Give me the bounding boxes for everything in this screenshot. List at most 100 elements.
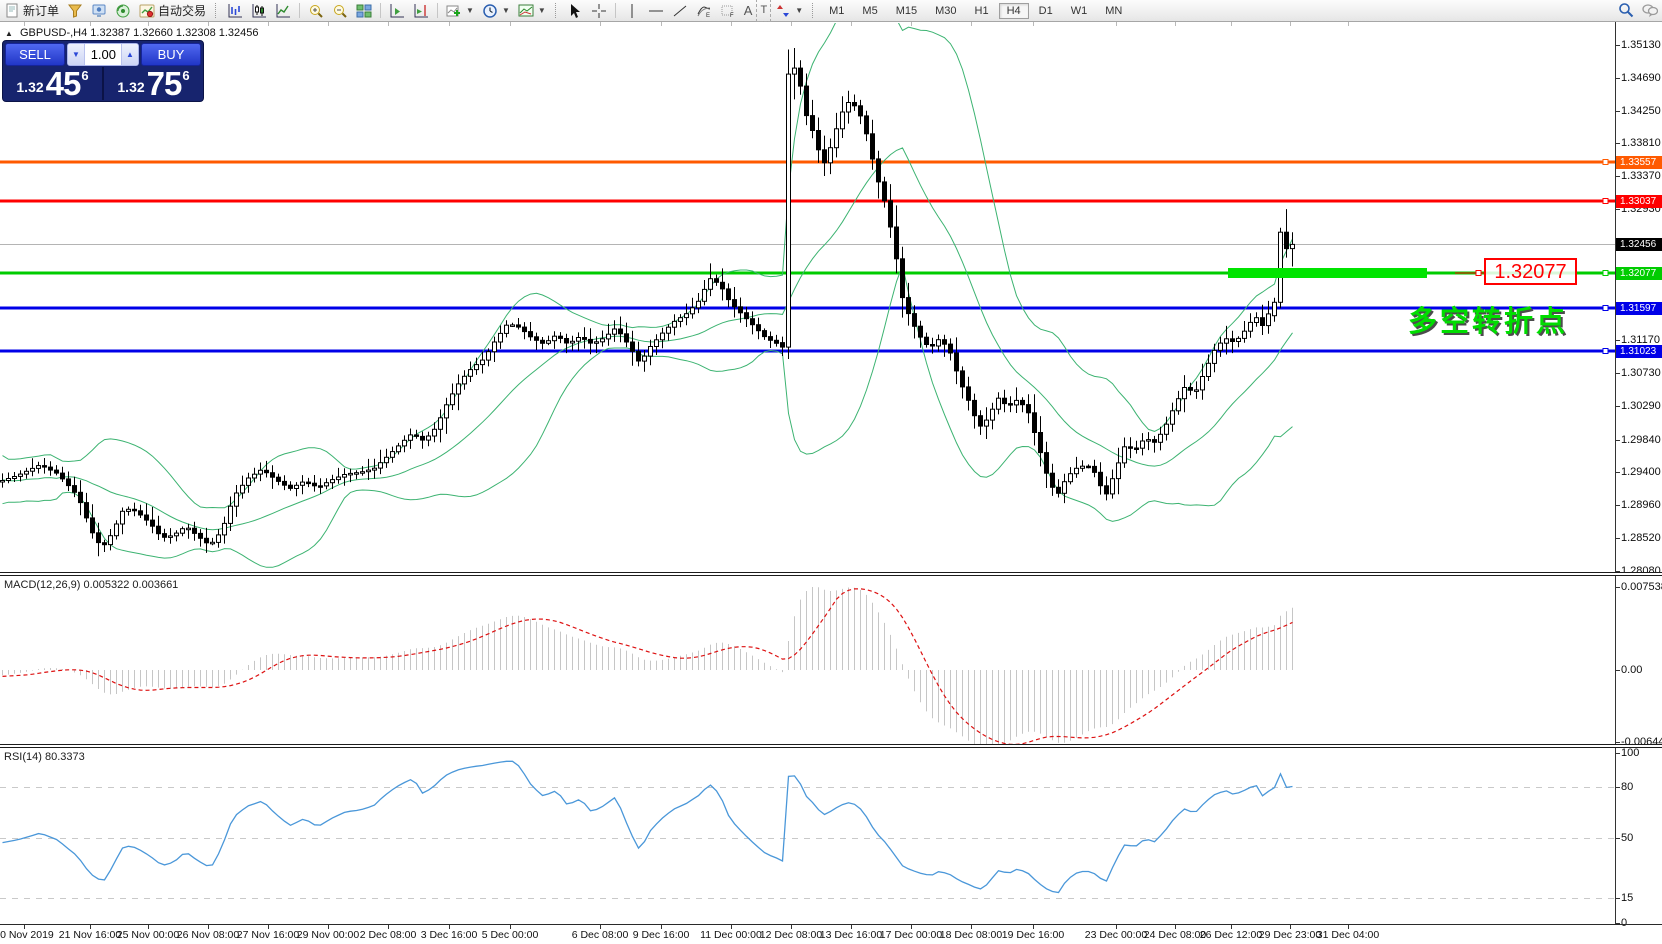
price-tick-label: 1.33370 [1621, 170, 1661, 183]
auto-trading-button[interactable]: 自动交易 [135, 1, 210, 20]
auto-trading-label: 自动交易 [158, 4, 207, 18]
auto-trading-icon [139, 3, 155, 19]
tile-windows-icon[interactable] [352, 3, 376, 19]
hline-handle[interactable] [1602, 305, 1609, 311]
toolbar-separator [380, 3, 382, 18]
zoom-out-icon[interactable] [328, 3, 352, 19]
timeframe-m15[interactable]: M15 [895, 4, 918, 17]
price-tick-label: 1.30730 [1621, 367, 1661, 380]
fibonacci-tool-icon[interactable]: E [692, 3, 716, 19]
macd-tick-label: 0.00 [1621, 664, 1643, 676]
vertical-line-tool-icon[interactable] [620, 3, 644, 19]
time-axis-label: 18 Dec 08:00 [939, 929, 1003, 941]
turning-point-note[interactable]: 多空转折点 [1408, 306, 1569, 338]
cursor-icon[interactable] [563, 3, 587, 19]
signal-icon[interactable] [111, 3, 135, 19]
timeframe-h1[interactable]: H1 [974, 4, 989, 17]
toolbar-separator [299, 3, 301, 18]
time-axis-label: 3 Dec 16:00 [420, 929, 478, 941]
time-axis-label: 26 Dec 12:00 [1199, 929, 1263, 941]
hline-handle[interactable] [1602, 270, 1609, 276]
price-tick-label: 1.35130 [1621, 39, 1661, 51]
sell-price-small: 1.32 [16, 79, 44, 95]
buy-button[interactable]: BUY [141, 43, 201, 66]
timeframe-m1[interactable]: M1 [829, 4, 845, 17]
buy-quote[interactable]: 1.32 75 6 [104, 67, 203, 100]
periods-button[interactable]: ▼ [478, 1, 514, 20]
hline-handle[interactable] [1602, 159, 1609, 165]
timeframe-m30[interactable]: M30 [935, 4, 957, 17]
funnel-icon[interactable] [63, 3, 87, 19]
time-axis-label: 20 Nov 2019 [0, 929, 54, 941]
price-tick-label: 1.28520 [1621, 531, 1661, 544]
volume-increase-button[interactable]: ▲ [121, 44, 138, 65]
timeframe-d1[interactable]: D1 [1038, 4, 1053, 17]
toolbar-handle [554, 3, 558, 18]
clock-icon [482, 3, 498, 19]
templates-button[interactable]: ▼ [514, 1, 550, 20]
price-tick-label: 1.29400 [1621, 466, 1661, 479]
rsi-panel-separator[interactable] [0, 744, 1662, 748]
text-tool-button[interactable]: A [740, 1, 757, 20]
chart-line-icon[interactable] [271, 3, 295, 19]
price-tick-label: 1.34690 [1621, 71, 1661, 84]
indicators-button[interactable]: ▼ [442, 1, 478, 20]
arrows-tool-button[interactable]: ▼ [771, 1, 807, 20]
collapse-trade-panel-icon[interactable]: ▲ [5, 29, 13, 38]
dropdown-arrow-icon: ▼ [466, 6, 474, 15]
terminal-icon[interactable] [87, 3, 111, 19]
macd-panel-separator[interactable] [0, 572, 1662, 576]
toolbar-separator [437, 3, 439, 18]
zoom-in-icon[interactable] [304, 3, 328, 19]
toolbar-separator [614, 3, 616, 18]
label-tool-button[interactable]: T [756, 0, 772, 22]
time-axis-label: 13 Dec 16:00 [819, 929, 883, 941]
time-axis-label: 5 Dec 00:00 [481, 929, 539, 941]
rsi-tick-label: 100 [1621, 747, 1640, 759]
hline-handle[interactable] [1602, 198, 1609, 204]
dropdown-arrow-icon: ▼ [537, 6, 546, 15]
text-tool-label: A [743, 3, 753, 18]
timeframe-bar: M1 M5 M15 M30 H1 H4 D1 W1 MN [820, 2, 1131, 19]
volume-decrease-button[interactable]: ▼ [68, 44, 85, 65]
sell-button[interactable]: SELL [5, 43, 65, 66]
sell-quote[interactable]: 1.32 45 6 [3, 67, 104, 100]
volume-value[interactable]: 1.00 [90, 47, 116, 62]
rsi-tick-label: 0 [1621, 917, 1628, 929]
chart-candles-icon[interactable] [247, 3, 271, 19]
chart-bars-icon[interactable] [223, 3, 247, 19]
time-axis-label: 2 Dec 08:00 [359, 929, 417, 941]
templates-icon [518, 3, 534, 19]
time-axis-label: 21 Nov 16:00 [58, 929, 122, 941]
search-icon[interactable] [1618, 2, 1634, 18]
new-order-button[interactable]: 新订单 [0, 1, 63, 20]
time-axis-separator [0, 924, 1662, 925]
candles-layer [0, 48, 1295, 557]
price-badge: 1.31023 [1616, 344, 1662, 358]
timeframe-h4[interactable]: H4 [998, 2, 1029, 19]
timeframe-w1[interactable]: W1 [1070, 4, 1088, 17]
timeframe-mn[interactable]: MN [1105, 4, 1123, 17]
price-badge: 1.33557 [1616, 155, 1662, 169]
timeframe-m5[interactable]: M5 [862, 4, 878, 17]
trendline-tool-icon[interactable] [668, 3, 692, 19]
chart-shift-icon[interactable] [409, 3, 433, 19]
support-zone-rect[interactable] [1228, 268, 1427, 278]
label-tool-label: T [760, 4, 768, 16]
price-tick-label: 1.34250 [1621, 104, 1661, 117]
one-click-trading-panel: SELL ▼ 1.00 ▲ BUY 1.32 45 6 1.32 75 6 [2, 40, 204, 102]
chat-icon[interactable] [1642, 2, 1659, 18]
crosshair-icon[interactable] [587, 3, 611, 19]
toolbar-right [1618, 2, 1659, 18]
time-axis-label: 9 Dec 16:00 [632, 929, 690, 941]
price-callout-label[interactable]: 1.32077 [1484, 258, 1577, 285]
grid-tool-icon[interactable]: F [716, 3, 740, 19]
price-badge: 1.31597 [1616, 301, 1662, 315]
quote-row: 1.32 45 6 1.32 75 6 [3, 67, 203, 100]
horizontal-line-tool-icon[interactable] [644, 3, 668, 19]
hline-handle[interactable] [1602, 348, 1609, 354]
time-axis-label: 27 Nov 16:00 [236, 929, 300, 941]
auto-scroll-icon[interactable] [385, 3, 409, 19]
